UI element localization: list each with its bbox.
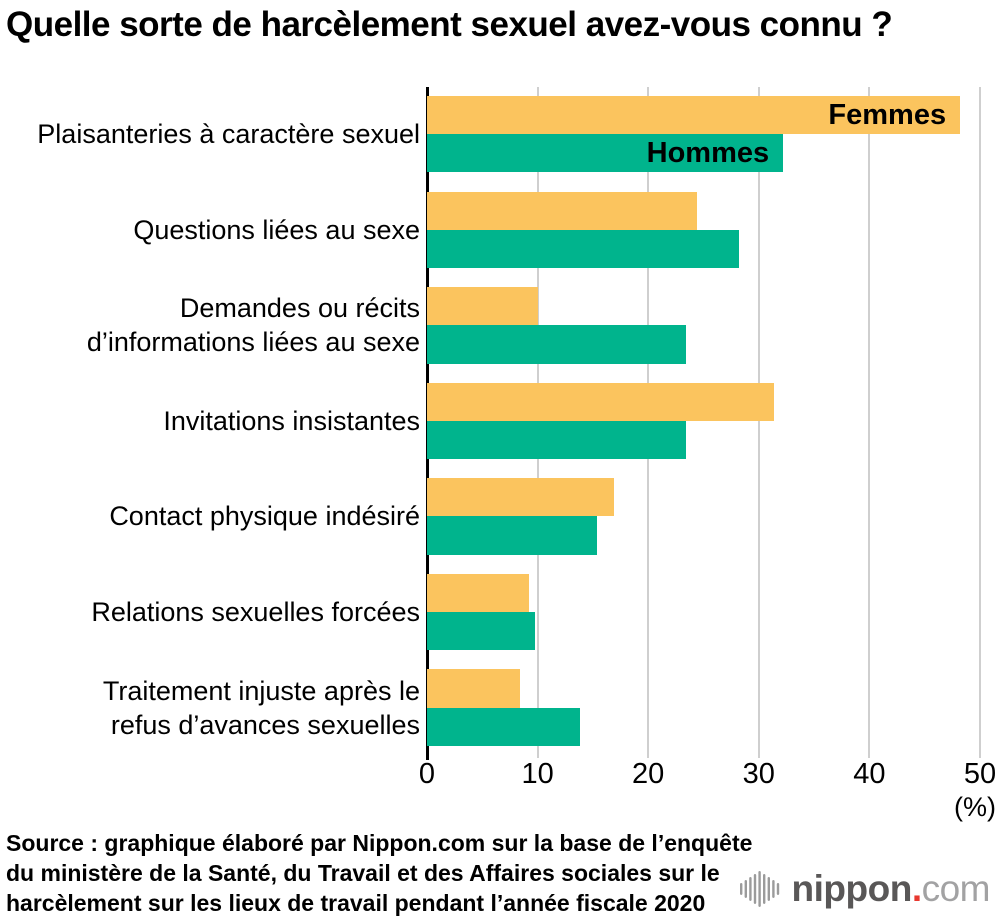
gridline-40 [868, 87, 871, 758]
bar-hommes-2 [427, 325, 686, 364]
category-label: Invitations insistantes [163, 405, 420, 436]
gridline-50 [979, 87, 981, 758]
category-label: Contact physique indésiré [109, 501, 420, 532]
category-label: Plaisanteries à caractère sexuel [37, 119, 420, 150]
bar-hommes-6 [427, 707, 580, 746]
bar-femmes-3 [427, 382, 775, 421]
x-axis-unit-label: (%) [954, 792, 996, 822]
bar-femmes-2 [427, 287, 538, 326]
source-line-1: Source : graphique élaboré par Nippon.co… [6, 830, 753, 856]
source-line-3: harcèlement sur les lieux de travail pen… [6, 890, 706, 916]
bar-femmes-4 [427, 478, 614, 517]
gridline-30 [757, 87, 760, 758]
logo-word-nippon: nippon [791, 868, 913, 909]
x-tick-label-10: 10 [521, 758, 554, 790]
bar-femmes-5 [427, 573, 529, 613]
bar-hommes-0: Hommes [427, 134, 784, 173]
bar-femmes-6 [427, 669, 520, 708]
bar-femmes-0: Femmes [427, 96, 961, 135]
nippon-com-wordmark: nippon.com [791, 868, 991, 910]
soundwave-icon [739, 871, 779, 907]
x-tick-label-20: 20 [632, 758, 665, 790]
logo-red-dot: . [911, 868, 922, 909]
legend-hommes-label: Hommes [646, 136, 770, 169]
source-line-2: du ministère de la Santé, du Travail et … [6, 860, 720, 886]
category-label: Traitement injuste après le refus d’avan… [102, 675, 420, 740]
bar-hommes-1 [427, 229, 739, 268]
x-tick-label-0: 0 [418, 758, 436, 790]
source-note: Source : graphique élaboré par Nippon.co… [6, 828, 766, 918]
bar-hommes-3 [427, 420, 686, 460]
nippon-com-logo: nippon.com [739, 868, 991, 910]
x-tick-label-30: 30 [742, 758, 775, 790]
bar-hommes-5 [427, 612, 536, 651]
bar-femmes-1 [427, 191, 697, 230]
x-tick-label-40: 40 [853, 758, 886, 790]
bar-hommes-4 [427, 516, 598, 555]
category-label: Relations sexuelles forcées [91, 597, 420, 628]
category-label: Questions liées au sexe [133, 214, 420, 245]
x-tick-label-50: 50 [963, 758, 997, 790]
logo-word-com: com [921, 868, 991, 909]
category-label: Demandes ou récits d’informations liées … [86, 293, 420, 358]
legend-femmes-label: Femmes [828, 98, 947, 131]
chart-title: Quelle sorte de harcèlement sexuel avez-… [6, 5, 893, 44]
